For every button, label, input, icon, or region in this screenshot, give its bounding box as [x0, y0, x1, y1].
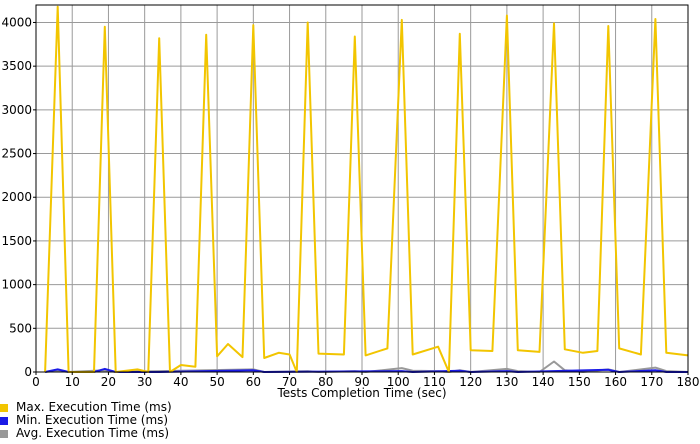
y-tick-label: 2500: [1, 147, 32, 161]
y-tick-label: 0: [24, 365, 32, 379]
y-tick-label: 4000: [1, 15, 32, 29]
x-tick-label: 100: [387, 375, 410, 389]
y-tick-label: 500: [9, 321, 32, 335]
y-tick-label: 3000: [1, 103, 32, 117]
legend-item-min: Min. Execution Time (ms): [0, 414, 172, 427]
series-line-0: [44, 5, 689, 373]
x-tick-label: 120: [459, 375, 482, 389]
x-tick-label: 0: [32, 375, 40, 389]
x-tick-label: 170: [640, 375, 663, 389]
series-lines: [44, 5, 689, 373]
legend-swatch-avg: [0, 429, 8, 438]
x-tick-label: 150: [568, 375, 591, 389]
x-tick-label: 130: [495, 375, 518, 389]
grid-lines: [35, 5, 689, 373]
legend-swatch-max: [0, 403, 8, 412]
legend: Max. Execution Time (ms) Min. Execution …: [0, 401, 172, 440]
execution-time-chart: 0 500 1000 1500 2000 2500 3000 3500 4000 0 10 20 30…: [1, 4, 699, 400]
x-tick-label: 80: [318, 375, 333, 389]
x-tick-label: 90: [354, 375, 369, 389]
x-tick-label: 50: [209, 375, 224, 389]
x-tick-label: 70: [282, 375, 297, 389]
legend-label-max: Max. Execution Time (ms): [16, 400, 172, 414]
y-tick-label: 1500: [1, 234, 32, 248]
legend-item-max: Max. Execution Time (ms): [0, 401, 172, 414]
y-axis-ticks: 0 500 1000 1500 2000 2500 3000 3500 4000: [1, 15, 36, 379]
x-tick-label: 20: [101, 375, 116, 389]
x-tick-label: 110: [423, 375, 446, 389]
x-tick-label: 180: [677, 375, 700, 389]
legend-item-avg: Avg. Execution Time (ms): [0, 427, 172, 440]
legend-label-min: Min. Execution Time (ms): [16, 413, 169, 427]
x-axis-ticks: 0 10 20 30 40 50 60 70 80 90 100 110 120 130 140 150 160…: [32, 372, 699, 389]
x-axis-label: Tests Completion Time (sec): [276, 386, 446, 400]
y-tick-label: 1000: [1, 278, 32, 292]
x-tick-label: 30: [137, 375, 152, 389]
legend-label-avg: Avg. Execution Time (ms): [16, 426, 170, 440]
x-tick-label: 160: [604, 375, 627, 389]
x-tick-label: 10: [65, 375, 80, 389]
y-tick-label: 3500: [1, 59, 32, 73]
y-tick-label: 2000: [1, 190, 32, 204]
x-tick-label: 60: [246, 375, 261, 389]
x-tick-label: 140: [532, 375, 555, 389]
legend-swatch-min: [0, 416, 8, 425]
x-tick-label: 40: [173, 375, 188, 389]
